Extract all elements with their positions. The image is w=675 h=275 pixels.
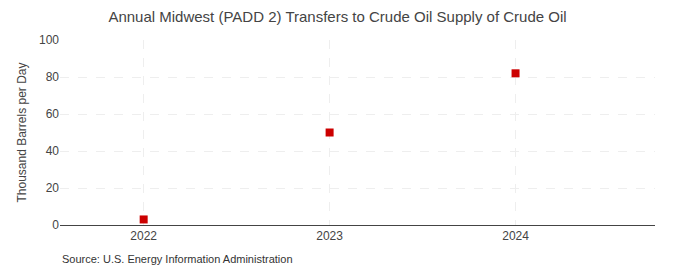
- svg-text:100: 100: [39, 33, 59, 47]
- svg-text:40: 40: [46, 144, 60, 158]
- svg-text:20: 20: [46, 181, 60, 195]
- svg-text:Source: U.S. Energy Informatio: Source: U.S. Energy Information Administ…: [62, 253, 293, 265]
- svg-text:60: 60: [46, 107, 60, 121]
- svg-text:80: 80: [46, 70, 60, 84]
- svg-text:2022: 2022: [130, 229, 157, 243]
- svg-text:0: 0: [52, 218, 59, 232]
- svg-text:Thousand Barrels per Day: Thousand Barrels per Day: [15, 62, 29, 202]
- svg-text:2023: 2023: [316, 229, 343, 243]
- svg-text:Annual Midwest (PADD 2) Transf: Annual Midwest (PADD 2) Transfers to Cru…: [108, 8, 566, 25]
- svg-text:2024: 2024: [502, 229, 529, 243]
